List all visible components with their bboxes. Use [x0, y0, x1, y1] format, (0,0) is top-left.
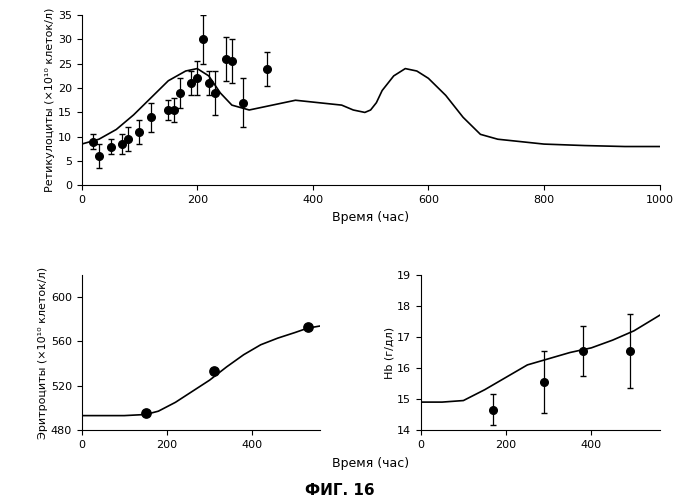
Text: ФИГ. 16: ФИГ. 16: [305, 483, 375, 498]
Y-axis label: Эритроциты (×10¹⁰ клеток/л): Эритроциты (×10¹⁰ клеток/л): [38, 266, 48, 438]
Text: Время (час): Время (час): [332, 458, 409, 470]
Point: [208, 368, 219, 376]
Point: [140, 410, 151, 418]
Y-axis label: Ретикулоциты (×10¹⁰ клеток/л): Ретикулоциты (×10¹⁰ клеток/л): [45, 8, 55, 192]
Y-axis label: Hb (г/дл): Hb (г/дл): [384, 326, 394, 378]
Point: [302, 323, 313, 331]
X-axis label: Время (час): Время (час): [332, 211, 409, 224]
